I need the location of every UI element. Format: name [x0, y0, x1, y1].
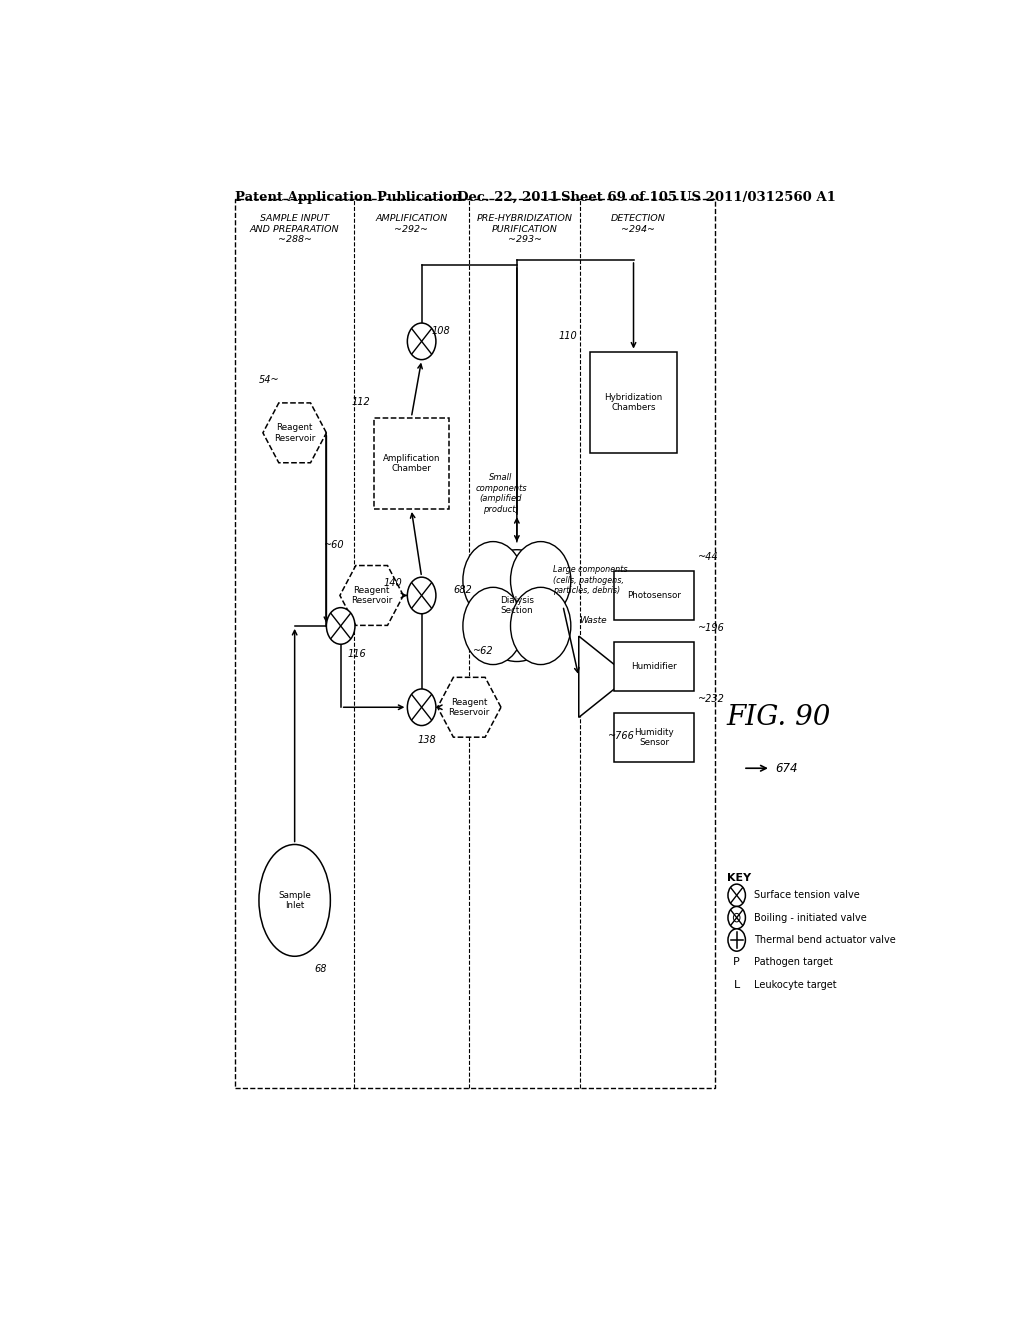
Circle shape: [511, 541, 570, 619]
Text: Sample
Inlet: Sample Inlet: [279, 891, 311, 909]
Circle shape: [728, 929, 745, 952]
Ellipse shape: [259, 845, 331, 956]
Text: Reagent
Reservoir: Reagent Reservoir: [449, 697, 489, 717]
Text: ~62: ~62: [473, 647, 494, 656]
Text: 112: 112: [352, 397, 371, 408]
Circle shape: [728, 884, 745, 907]
Circle shape: [473, 549, 560, 661]
Circle shape: [728, 907, 745, 929]
Circle shape: [327, 607, 355, 644]
Circle shape: [463, 587, 523, 664]
Text: US 2011/0312560 A1: US 2011/0312560 A1: [680, 190, 836, 203]
Bar: [614, 643, 694, 690]
Text: 674: 674: [775, 762, 798, 775]
Text: 68: 68: [314, 965, 327, 974]
Polygon shape: [263, 403, 327, 463]
Text: P: P: [733, 957, 740, 968]
Bar: [236, 199, 715, 1089]
Text: Dialysis
Section: Dialysis Section: [500, 595, 534, 615]
Text: L: L: [733, 979, 739, 990]
Polygon shape: [437, 677, 501, 737]
Text: Photosensor: Photosensor: [627, 591, 681, 601]
Text: Humidity
Sensor: Humidity Sensor: [634, 729, 674, 747]
Text: 140: 140: [384, 578, 402, 589]
Text: PRE-HYBRIDIZATION
PURIFICATION
~293~: PRE-HYBRIDIZATION PURIFICATION ~293~: [477, 214, 572, 244]
Text: Humidifier: Humidifier: [631, 663, 677, 671]
Text: SAMPLE INPUT
AND PREPARATION
~288~: SAMPLE INPUT AND PREPARATION ~288~: [250, 214, 340, 244]
Text: ~60: ~60: [324, 540, 345, 549]
Text: Reagent
Reservoir: Reagent Reservoir: [351, 586, 392, 605]
Bar: [374, 417, 449, 510]
Text: Sheet 69 of 105: Sheet 69 of 105: [560, 190, 677, 203]
Text: 108: 108: [431, 326, 450, 337]
Circle shape: [408, 323, 436, 359]
Text: ~232: ~232: [697, 694, 725, 704]
Circle shape: [463, 541, 523, 619]
Text: Hybridization
Chambers: Hybridization Chambers: [604, 392, 663, 412]
Text: Thermal bend actuator valve: Thermal bend actuator valve: [754, 935, 896, 945]
Text: DETECTION
~294~: DETECTION ~294~: [611, 214, 666, 234]
Text: Waste: Waste: [579, 616, 606, 626]
Text: Large components
(cells, pathogens,
particles, debris): Large components (cells, pathogens, part…: [553, 565, 627, 595]
Polygon shape: [579, 636, 630, 718]
Circle shape: [408, 689, 436, 726]
Text: Surface tension valve: Surface tension valve: [754, 890, 860, 900]
Circle shape: [511, 587, 570, 664]
Bar: [614, 713, 694, 762]
Bar: [614, 572, 694, 620]
Bar: [590, 351, 677, 453]
Text: AMPLIFICATION
~292~: AMPLIFICATION ~292~: [375, 214, 447, 234]
Text: Patent Application Publication: Patent Application Publication: [236, 190, 462, 203]
Text: KEY: KEY: [727, 873, 752, 883]
Text: Pathogen target: Pathogen target: [754, 957, 834, 968]
Text: Boiling - initiated valve: Boiling - initiated valve: [754, 912, 867, 923]
Text: 54~: 54~: [259, 375, 280, 385]
Text: 116: 116: [347, 649, 366, 660]
Text: Leukocyte target: Leukocyte target: [754, 979, 837, 990]
Text: 682: 682: [454, 585, 472, 595]
Text: ~44: ~44: [697, 552, 719, 562]
Text: ~196: ~196: [697, 623, 725, 634]
Text: Amplification
Chamber: Amplification Chamber: [383, 454, 440, 473]
Text: FIG. 90: FIG. 90: [727, 704, 830, 731]
Text: 110: 110: [558, 331, 577, 342]
Text: 138: 138: [418, 735, 436, 744]
Text: Small
components
(amplified
product): Small components (amplified product): [475, 474, 526, 513]
Text: ~766: ~766: [608, 731, 635, 741]
Polygon shape: [340, 565, 403, 626]
Circle shape: [408, 577, 436, 614]
Text: Reagent
Reservoir: Reagent Reservoir: [274, 424, 315, 442]
Text: Dec. 22, 2011: Dec. 22, 2011: [458, 190, 559, 203]
